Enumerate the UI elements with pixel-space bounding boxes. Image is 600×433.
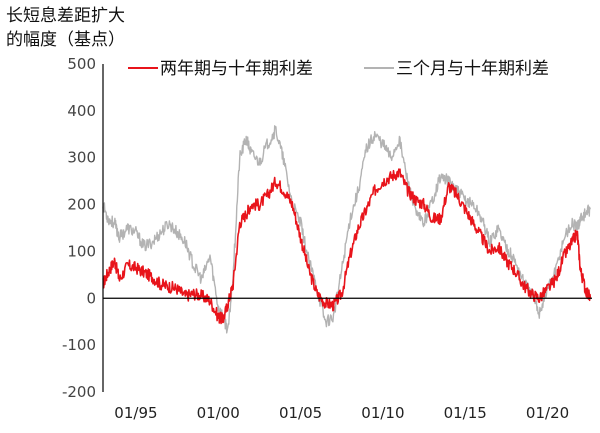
chart-title-line-2: 的幅度（基点） bbox=[6, 30, 125, 50]
x-tick-label: 01/10 bbox=[361, 404, 404, 422]
y-tick-label: 500 bbox=[67, 55, 96, 73]
x-tick-label: 01/05 bbox=[279, 404, 322, 422]
x-tick-label: 01/15 bbox=[444, 404, 487, 422]
y-tick-label: -200 bbox=[62, 383, 96, 401]
chart-title-line-1: 长短息差距扩大 bbox=[6, 6, 125, 26]
legend-label-three-month: 三个月与十年期利差 bbox=[396, 59, 549, 79]
x-axis: 01/95 01/00 01/05 01/10 01/15 01/20 bbox=[114, 404, 569, 422]
y-tick-label: -100 bbox=[62, 336, 96, 354]
y-axis: 500 400 300 200 100 0 -100 -200 bbox=[62, 55, 96, 401]
y-tick-label: 200 bbox=[67, 196, 96, 214]
y-tick-label: 300 bbox=[67, 149, 96, 167]
y-tick-label: 0 bbox=[86, 289, 96, 307]
series-line-three-month bbox=[102, 125, 591, 334]
x-tick-label: 01/00 bbox=[197, 404, 240, 422]
x-tick-label: 01/20 bbox=[526, 404, 569, 422]
series-layer bbox=[102, 125, 592, 334]
y-tick-label: 400 bbox=[67, 102, 96, 120]
y-tick-label: 100 bbox=[67, 242, 96, 260]
series-line-two-year bbox=[102, 168, 592, 325]
legend: 两年期与十年期利差 三个月与十年期利差 bbox=[128, 59, 549, 79]
legend-label-two-year: 两年期与十年期利差 bbox=[160, 59, 313, 79]
x-tick-label: 01/95 bbox=[114, 404, 157, 422]
